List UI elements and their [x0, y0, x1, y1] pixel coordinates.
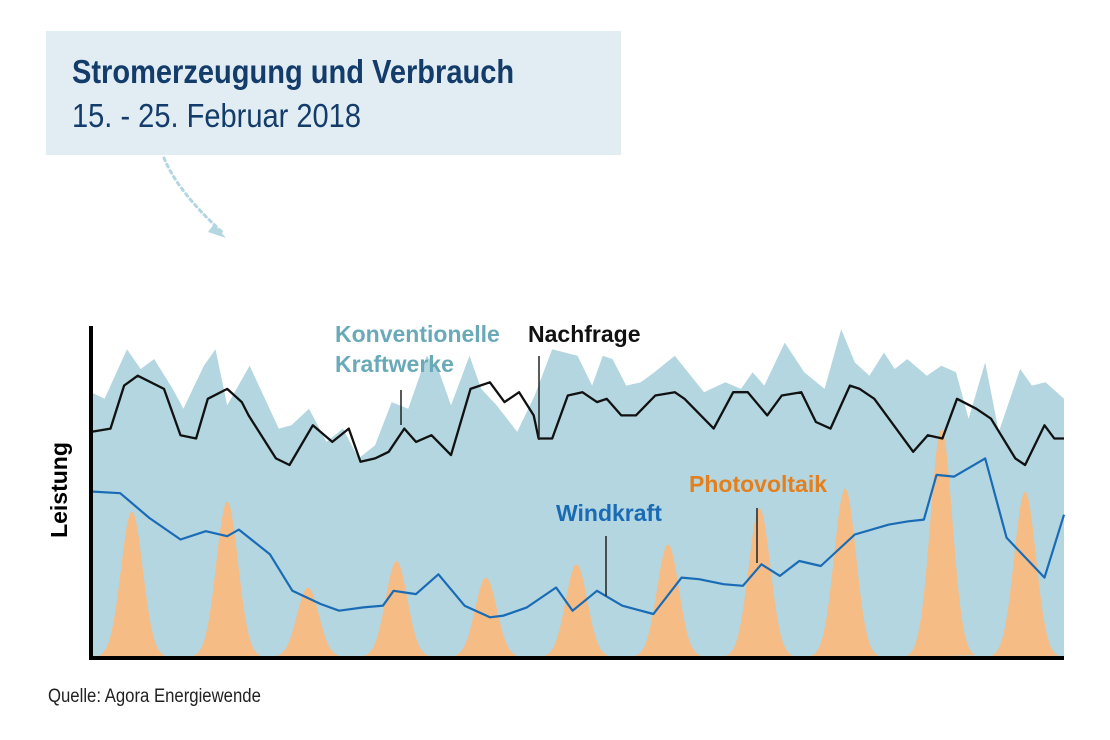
title-arrow — [162, 156, 226, 238]
photovoltaik-peak-6 — [542, 564, 611, 657]
annotations — [400, 356, 758, 596]
chart-subtitle: 15. - 25. Februar 2018 — [72, 97, 361, 134]
photovoltaik-peak-11 — [991, 491, 1060, 657]
label-konventionelle-line1: Konventionelle — [335, 321, 500, 347]
photovoltaik-peak-9 — [811, 488, 880, 657]
label-konventionelle-line2: Kraftwerke — [335, 351, 454, 377]
label-nachfrage: Nachfrage — [528, 321, 640, 347]
nachfrage-line — [90, 374, 1064, 467]
photovoltaik-peak-4 — [362, 561, 431, 657]
photovoltaik-peak-5 — [452, 577, 520, 657]
photovoltaik-peak-3 — [273, 587, 342, 657]
series-layer — [90, 329, 1066, 657]
chart-title: Stromerzeugung und Verbrauch — [72, 53, 515, 90]
windkraft-line — [90, 457, 1066, 619]
axes — [89, 326, 1064, 660]
label-windkraft: Windkraft — [556, 500, 662, 526]
photovoltaik-peak-2 — [193, 501, 262, 657]
label-photovoltaik: Photovoltaik — [689, 471, 827, 497]
photovoltaik-peak-8 — [725, 508, 794, 657]
konventionelle-area — [91, 329, 1064, 657]
source-note: Quelle: Agora Energiewende — [48, 686, 261, 707]
photovoltaik-peak-7 — [633, 544, 702, 657]
photovoltaik-peak-1 — [97, 511, 166, 657]
series-labels: Konventionelle Kraftwerke Nachfrage Wind… — [46, 321, 827, 538]
y-axis-label: Leistung — [46, 442, 72, 538]
photovoltaik-peak-10 — [907, 428, 976, 657]
title-box: Stromerzeugung und Verbrauch 15. - 25. F… — [46, 31, 621, 155]
